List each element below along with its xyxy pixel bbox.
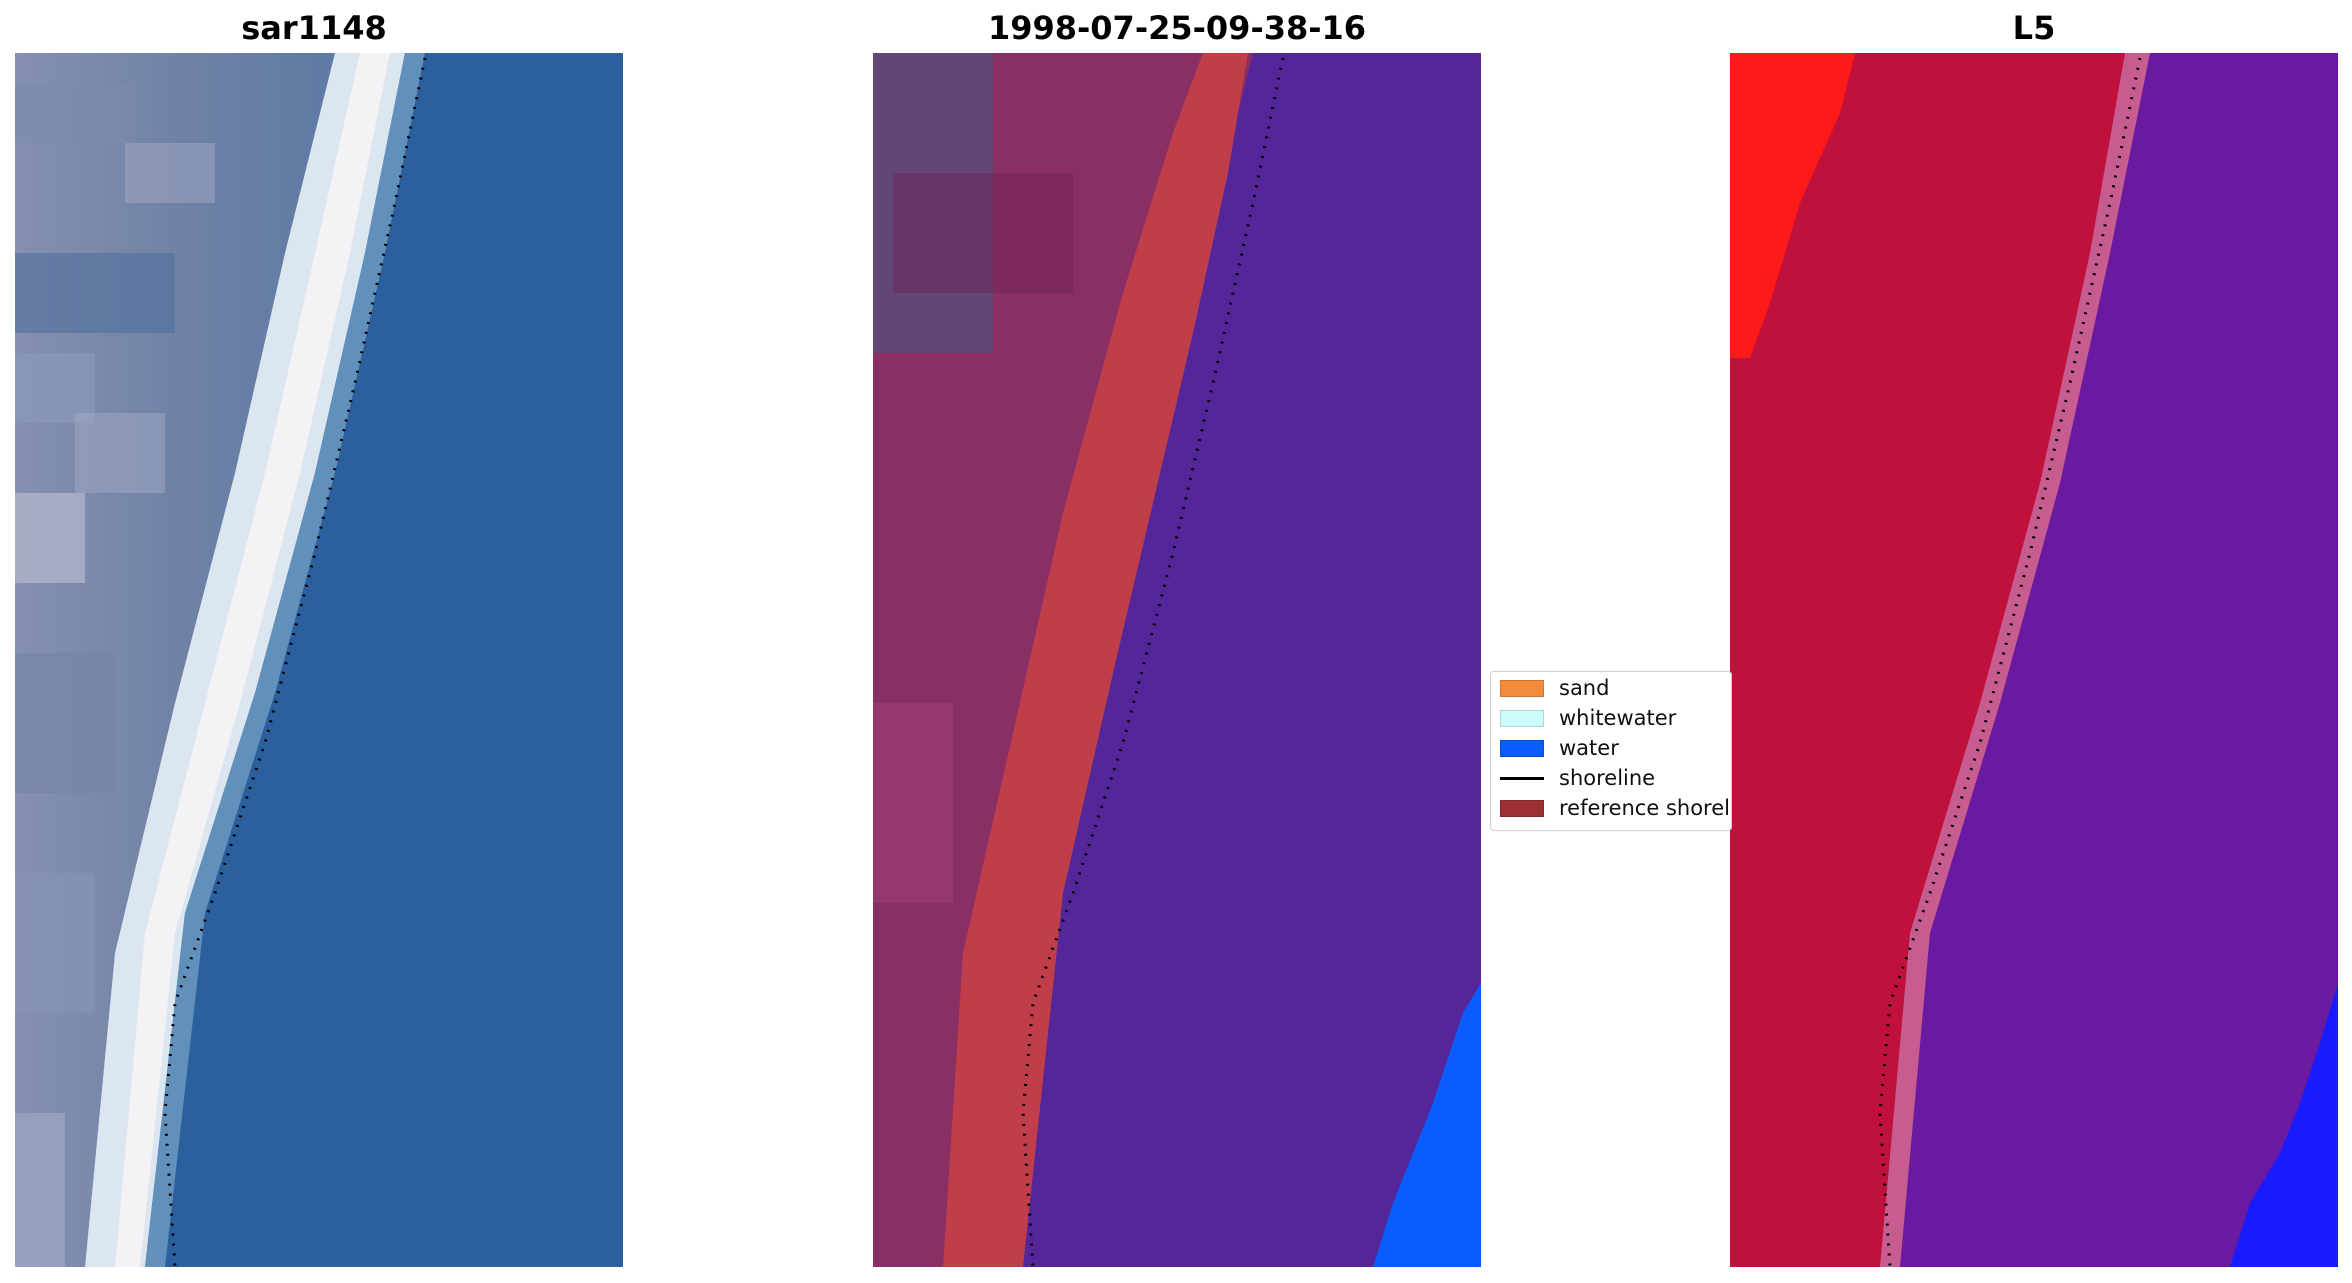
classification-image: [873, 53, 1481, 1267]
legend-label-shoreline: shoreline: [1559, 766, 1656, 790]
legend-label-whitewater: whitewater: [1559, 706, 1677, 730]
reference-shoreline-swatch: [1500, 799, 1544, 817]
legend-label-sand: sand: [1559, 676, 1610, 700]
shoreline-line-swatch: [1500, 776, 1544, 780]
probability-image: [1730, 53, 2338, 1267]
legend: sand whitewater water shoreline referenc…: [1490, 671, 1732, 831]
whitewater-swatch: [1500, 709, 1544, 727]
legend-label-reference-shoreline: reference shoreline: [1559, 796, 1731, 820]
legend-label-water: water: [1559, 736, 1619, 760]
rgb-image-panel: [15, 53, 623, 1267]
legend-item-shoreline: shoreline: [1491, 763, 1655, 793]
water-swatch: [1500, 739, 1544, 757]
legend-item-whitewater: whitewater: [1491, 703, 1676, 733]
panel-title-middle: 1998-07-25-09-38-16: [987, 9, 1367, 47]
rgb-image: [15, 53, 623, 1267]
legend-item-water: water: [1491, 733, 1619, 763]
legend-item-reference-shoreline: reference shoreline: [1491, 793, 1731, 823]
probability-panel: [1730, 53, 2338, 1267]
panel-title-right: L5: [2012, 9, 2056, 47]
sand-swatch: [1500, 679, 1544, 697]
panel-title-left: sar1148: [241, 9, 387, 47]
legend-item-sand: sand: [1491, 673, 1609, 703]
classification-panel: [873, 53, 1481, 1267]
